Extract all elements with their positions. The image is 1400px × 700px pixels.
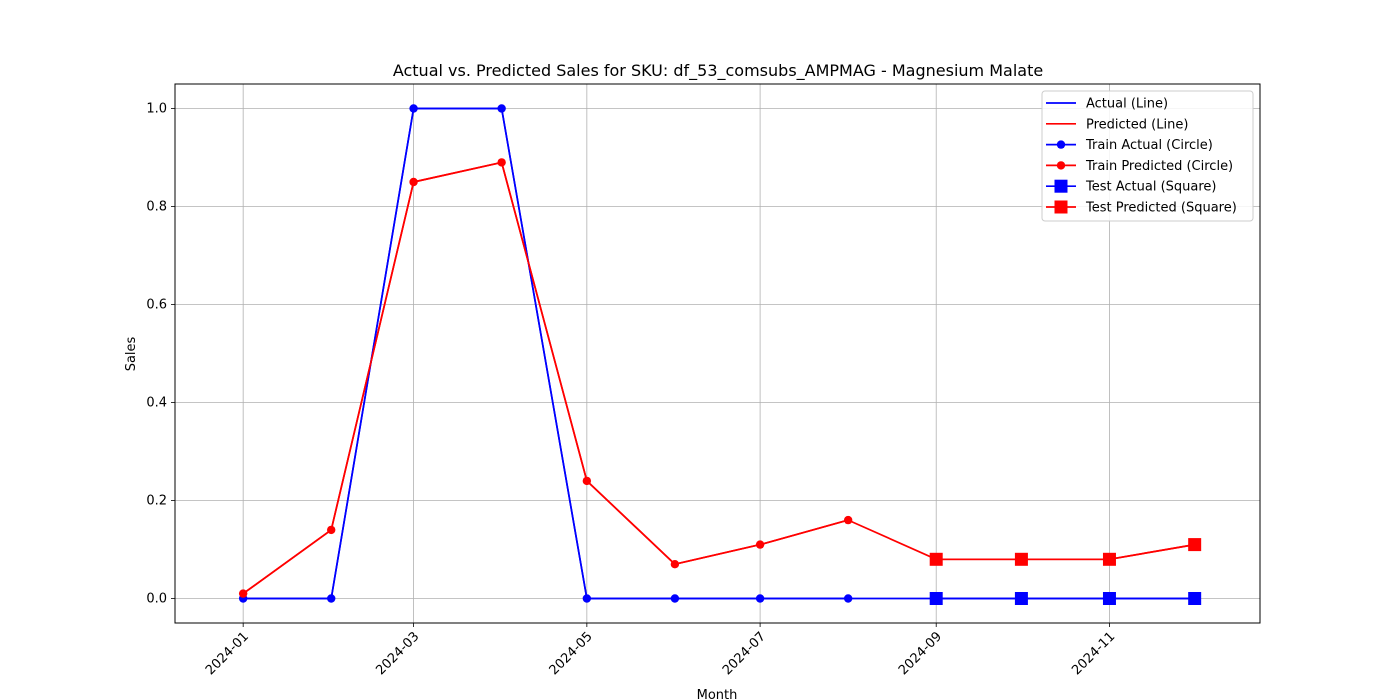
data-point-square [1014,592,1028,605]
legend-item-predicted-line: Predicted (Line) [1046,117,1188,132]
y-axis-label: Sales [124,336,139,371]
y-tick-label: 0.4 [146,396,167,411]
data-point-circle [843,515,853,525]
data-point-square [1014,552,1028,566]
data-point-circle [670,594,680,603]
legend-label: Test Actual (Square) [1085,180,1217,195]
legend-swatch-square [1054,179,1068,193]
series-line-train-predicted-circle [242,161,849,595]
y-tick-label: 0.8 [146,200,167,215]
data-point-circle [755,540,765,549]
series-line-train-actual-circle [243,107,849,600]
data-point-square [1102,592,1116,605]
legend-item-train-actual-circle: Train Actual (Circle) [1046,138,1213,153]
y-tick-label: 0.6 [146,298,167,313]
legend-label: Train Predicted (Circle) [1085,159,1233,174]
data-point-circle [327,525,336,535]
y-tick-label: 1.0 [146,102,167,117]
data-point-square [1188,538,1202,552]
series-train-actual-circle [238,104,853,603]
legend-swatch-square [1054,200,1068,214]
legend-frame [1041,90,1254,222]
data-point-circle [409,104,418,113]
x-tick-label: 2024-07 [720,629,769,678]
data-point-square [929,592,943,605]
y-tick-label: 0.2 [146,494,167,509]
legend-swatch-circle [1056,140,1066,149]
data-point-square [929,552,943,566]
series-layer [238,104,1202,605]
data-point-circle [238,589,248,598]
data-point-circle [497,104,506,113]
data-point-circle [582,476,592,486]
legend-label: Train Actual (Circle) [1085,138,1213,153]
chart-title: Actual vs. Predicted Sales for SKU: df_5… [393,61,1043,81]
data-point-circle [670,560,680,569]
y-tick-label: 0.0 [146,592,167,607]
legend: Actual (Line) Predicted (Line) Train Actua… [1041,90,1254,222]
series-train-predicted-circle [238,158,853,598]
x-tick-label: 2024-09 [896,629,945,678]
series-predicted-line [242,161,1195,595]
legend-label: Actual (Line) [1086,97,1168,112]
x-tick-label: 2024-01 [203,629,252,678]
data-point-circle [582,594,592,603]
x-tick-label: 2024-11 [1069,629,1118,678]
data-point-square [1102,552,1116,566]
legend-swatch-circle [1056,161,1066,170]
series-test-actual-square [929,592,1202,605]
data-point-circle [843,594,853,603]
legend-item-test-actual-square: Test Actual (Square) [1046,179,1217,195]
legend-item-actual-line: Actual (Line) [1046,97,1168,112]
series-line-test-predicted-square [936,543,1195,561]
legend-label: Predicted (Line) [1086,117,1188,132]
legend-item-test-predicted-square: Test Predicted (Square) [1046,200,1237,216]
x-tick-label: 2024-03 [373,629,422,678]
x-tick-label: 2024-05 [547,629,596,678]
data-point-circle [409,177,418,187]
plot-area-frame [174,83,1261,624]
legend-label: Test Predicted (Square) [1085,201,1237,216]
data-point-circle [327,594,336,603]
legend-item-train-predicted-circle: Train Predicted (Circle) [1046,159,1233,174]
tick-layer: 0.0 0.2 0.4 0.6 0.8 1.0 2024-01 2024-03 2024-05 2… [146,102,1118,679]
data-point-square [1188,592,1202,605]
series-test-predicted-square [929,538,1202,566]
data-point-circle [755,594,765,603]
series-line-predicted-line [242,161,1195,595]
x-axis-label: Month [697,688,738,700]
data-point-circle [497,158,506,167]
